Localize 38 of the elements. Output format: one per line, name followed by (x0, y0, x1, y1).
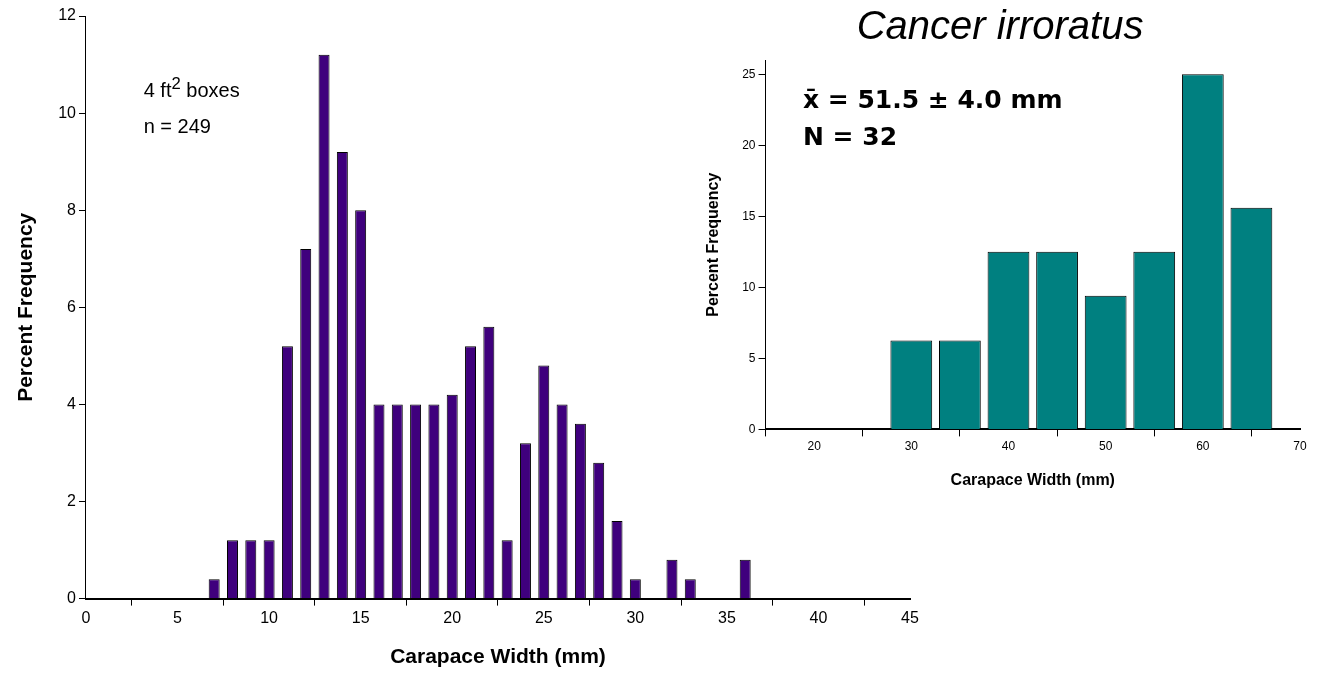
y-tick-label: 10 (58, 103, 77, 121)
y-tick-label: 12 (58, 6, 77, 24)
x-tick-label: 30 (626, 608, 645, 626)
x-axis-title: Carapace Width (mm) (390, 644, 606, 668)
y-tick-label: 0 (67, 589, 77, 607)
x-tick-label: 25 (534, 608, 553, 626)
x-tick-label: 20 (443, 608, 462, 626)
chart-title: Cancer irroratus (856, 3, 1144, 48)
x-tick-label: 30 (904, 438, 919, 453)
x-tick-label: 0 (81, 608, 91, 626)
annotation: N = 32 (802, 121, 898, 151)
y-tick-label: 5 (748, 350, 756, 365)
x-tick-label: 50 (1098, 438, 1113, 453)
x-tick-label: 35 (717, 608, 736, 626)
x-tick-label: 45 (901, 608, 919, 626)
y-axis-title: Percent Frequency (13, 212, 37, 402)
annotation: 4 ft$^{2}$ boxes (143, 73, 240, 102)
x-tick-label: 60 (1196, 438, 1210, 453)
y-tick-label: 2 (67, 491, 77, 509)
y-tick-label: 8 (67, 200, 77, 218)
y-tick-label: 20 (742, 137, 756, 152)
x-tick-label: 40 (809, 608, 828, 626)
y-axis-title: Percent Frequency (704, 172, 722, 317)
y-tick-label: 15 (742, 208, 756, 223)
y-tick-label: 4 (67, 394, 77, 412)
y-tick-label: 6 (67, 297, 77, 315)
x-axis-title: Carapace Width (mm) (950, 470, 1115, 488)
annotation: n = 249 (143, 114, 211, 138)
annotation: x̄ = 51.5 ± 4.0 mm (802, 84, 1063, 114)
x-tick-label: 15 (351, 608, 370, 626)
x-tick-label: 40 (1001, 438, 1016, 453)
x-tick-label: 20 (807, 438, 822, 453)
y-tick-label: 0 (748, 421, 756, 436)
x-tick-label: 70 (1293, 438, 1307, 453)
x-tick-label: 10 (260, 608, 279, 626)
y-tick-label: 10 (742, 279, 756, 294)
x-tick-label: 5 (173, 608, 183, 626)
y-tick-label: 25 (742, 66, 756, 81)
